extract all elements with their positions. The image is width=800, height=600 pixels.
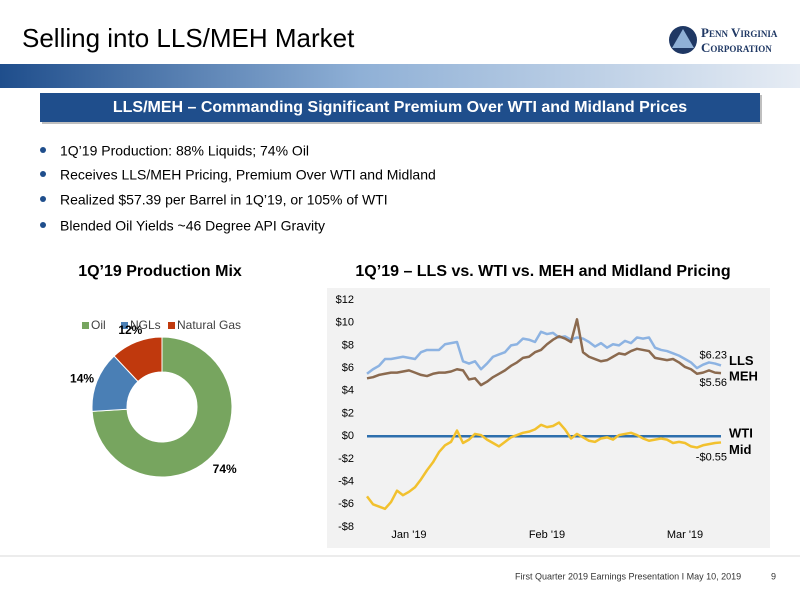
line-series [366, 421, 722, 511]
y-tick-label: $8 [342, 339, 354, 351]
x-tick-label: Jan '19 [391, 529, 426, 541]
series-label: WTI [729, 426, 753, 441]
data-label: 74% [213, 462, 237, 476]
data-label: 12% [118, 323, 142, 337]
line-series [366, 318, 722, 387]
bullet-text: Blended Oil Yields ~46 Degree API Gravit… [60, 218, 325, 234]
logo-triangle [672, 29, 694, 48]
y-tick-label: $12 [336, 294, 354, 306]
series-label: LLS [729, 353, 754, 368]
bullet-text: 1Q’19 Production: 88% Liquids; 74% Oil [60, 143, 309, 159]
header-strip [0, 64, 800, 88]
banner-text: LLS/MEH – Commanding Significant Premium… [113, 99, 687, 116]
x-tick-label: Feb '19 [529, 529, 565, 541]
data-label: $5.56 [699, 377, 727, 389]
footer-text: First Quarter 2019 Earnings Presentation… [515, 571, 741, 581]
series-label: MEH [729, 369, 758, 384]
legend-label: Natural Gas [177, 318, 241, 332]
logo: Penn Virginia Corporation [669, 25, 778, 55]
bullet-dot [40, 196, 46, 202]
data-label: $6.23 [699, 349, 727, 361]
y-tick-label: -$4 [338, 476, 354, 488]
y-tick-label: -$8 [338, 521, 354, 533]
logo-text: Penn Virginia [701, 25, 778, 40]
page-number: 9 [771, 571, 776, 581]
y-tick-label: -$6 [338, 498, 354, 510]
bullet-text: Realized $57.39 per Barrel in 1Q’19, or … [60, 192, 388, 208]
bullet-dot [40, 147, 46, 153]
logo-text: Corporation [701, 40, 772, 55]
chart-title: 1Q’19 Production Mix [78, 263, 242, 280]
bullet-dot [40, 171, 46, 177]
legend-swatch [168, 322, 175, 329]
series-label: Mid [729, 442, 751, 457]
y-tick-label: $10 [336, 317, 354, 329]
slide-title: Selling into LLS/MEH Market [22, 23, 355, 53]
y-tick-label: $4 [342, 385, 354, 397]
legend-swatch [121, 322, 128, 329]
y-tick-label: $6 [342, 362, 354, 374]
data-label: -$0.55 [696, 451, 727, 463]
line-series [366, 330, 722, 375]
legend-label: NGLs [130, 318, 161, 332]
plot-background [327, 288, 770, 548]
pie-slice [113, 336, 163, 383]
y-tick-label: -$2 [338, 453, 354, 465]
legend-swatch [82, 322, 89, 329]
data-label: 14% [70, 372, 94, 386]
legend-label: Oil [91, 318, 106, 332]
bullet-dot [40, 222, 46, 228]
pie-slice [91, 336, 233, 478]
banner [40, 93, 760, 122]
y-tick-label: $0 [342, 430, 354, 442]
x-tick-label: Mar '19 [667, 529, 703, 541]
bullet-text: Receives LLS/MEH Pricing, Premium Over W… [60, 167, 436, 183]
chart-title: 1Q’19 – LLS vs. WTI vs. MEH and Midland … [355, 263, 730, 280]
y-tick-label: $2 [342, 407, 354, 419]
